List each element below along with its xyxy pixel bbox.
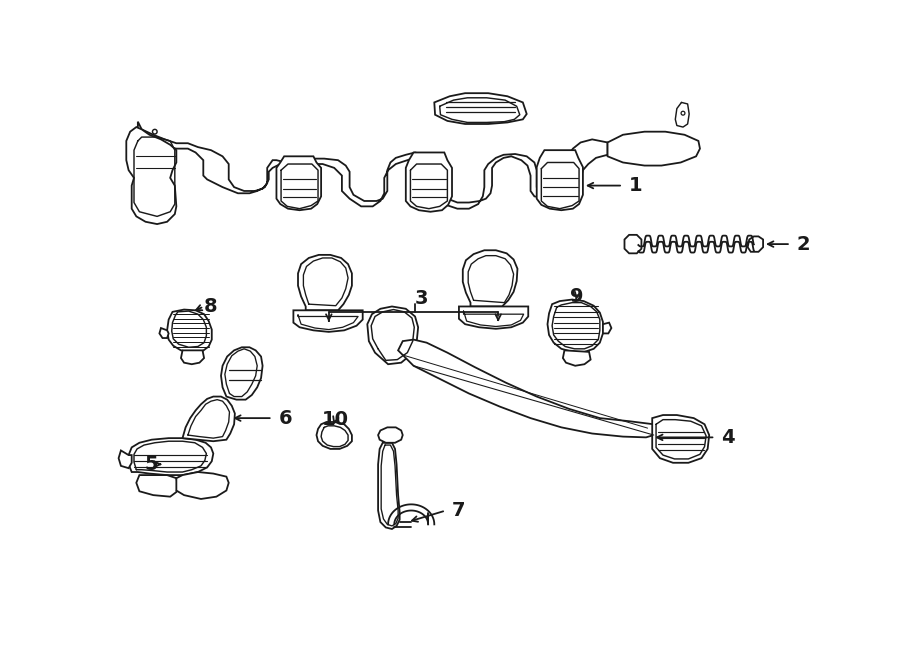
Polygon shape (181, 350, 204, 364)
Polygon shape (547, 299, 603, 352)
Polygon shape (119, 450, 131, 468)
Text: 2: 2 (797, 235, 811, 254)
Text: 4: 4 (722, 428, 735, 447)
Polygon shape (748, 237, 763, 252)
Polygon shape (625, 235, 642, 253)
Polygon shape (406, 153, 452, 212)
Polygon shape (221, 347, 263, 400)
Polygon shape (159, 328, 168, 338)
Polygon shape (603, 323, 611, 333)
Polygon shape (536, 150, 583, 210)
Polygon shape (398, 340, 653, 438)
Polygon shape (317, 422, 352, 449)
Polygon shape (367, 307, 419, 364)
Polygon shape (167, 309, 212, 353)
Polygon shape (136, 475, 178, 496)
Text: 5: 5 (144, 455, 158, 474)
Text: 3: 3 (415, 290, 428, 308)
Polygon shape (176, 472, 229, 499)
Text: 7: 7 (452, 501, 465, 520)
Polygon shape (459, 307, 528, 329)
Polygon shape (276, 156, 321, 210)
Polygon shape (608, 132, 700, 165)
Polygon shape (652, 415, 709, 463)
Text: 6: 6 (279, 408, 292, 428)
Polygon shape (378, 443, 400, 529)
Polygon shape (463, 251, 518, 307)
Text: 1: 1 (629, 176, 643, 195)
Text: 9: 9 (570, 287, 583, 306)
Polygon shape (378, 428, 402, 443)
Text: 8: 8 (204, 297, 218, 316)
Polygon shape (562, 350, 590, 366)
Polygon shape (298, 255, 352, 310)
Polygon shape (435, 93, 526, 124)
Text: 10: 10 (321, 410, 348, 429)
Polygon shape (126, 127, 176, 224)
Polygon shape (129, 438, 213, 475)
Polygon shape (183, 397, 235, 442)
Polygon shape (138, 122, 608, 209)
Polygon shape (293, 310, 363, 332)
